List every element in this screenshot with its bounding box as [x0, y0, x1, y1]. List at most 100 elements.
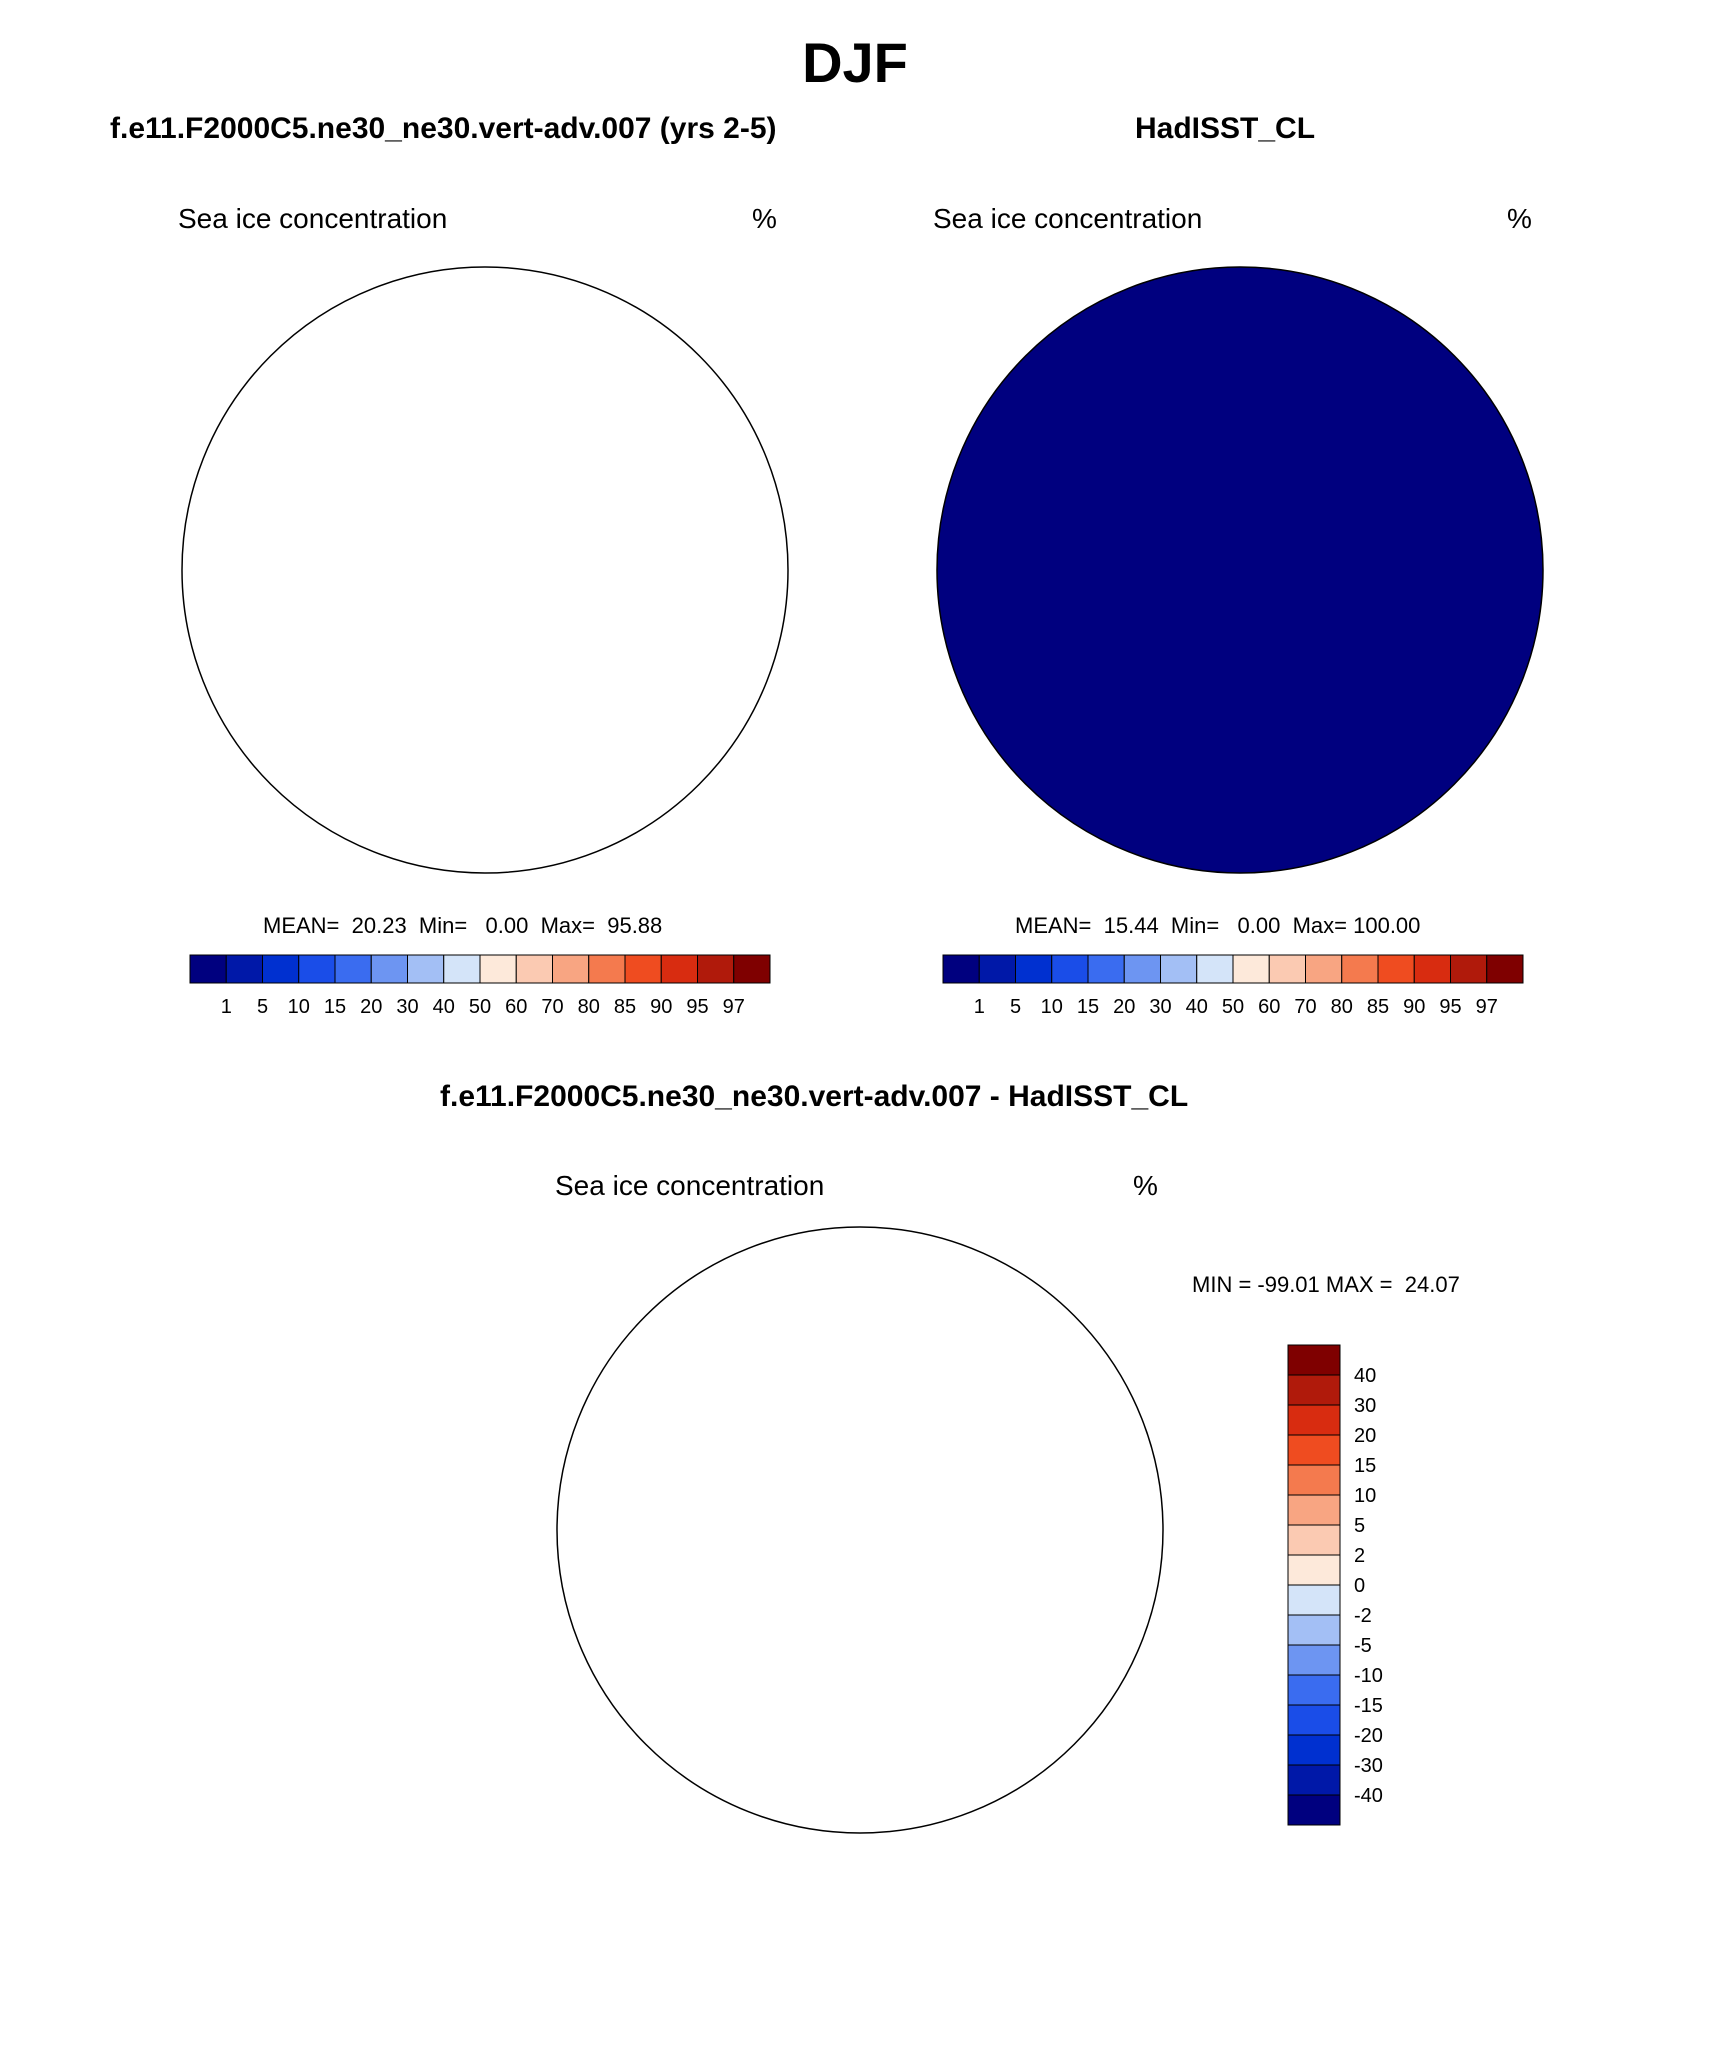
obs-colorbar-swatch — [1377, 954, 1415, 984]
model-colorbar-swatch — [624, 954, 662, 984]
diff-colorbar-tick-label: 10 — [1354, 1485, 1376, 1507]
model-colorbar-swatch — [479, 954, 517, 984]
diff-colorbar-swatch — [1287, 1374, 1341, 1406]
model-colorbar-tick-label: 15 — [324, 996, 346, 1018]
model-colorbar-tick-label: 20 — [360, 996, 382, 1018]
model-map-boundary — [181, 266, 789, 874]
model-colorbar-swatch — [515, 954, 553, 984]
obs-colorbar-tick-label: 10 — [1041, 996, 1063, 1018]
obs-colorbar-tick-label: 70 — [1294, 996, 1316, 1018]
obs-stats: MEAN= 15.44 Min= 0.00 Max= 100.00 — [1015, 913, 1421, 938]
diff-colorbar-tick-label: 20 — [1354, 1425, 1376, 1447]
obs-colorbar-swatch — [1196, 954, 1234, 984]
obs-colorbar-swatch — [1341, 954, 1379, 984]
model-colorbar-tick-label: 5 — [257, 996, 268, 1018]
obs-map-boundary — [936, 266, 1544, 874]
diff-case-title: f.e11.F2000C5.ne30_ne30.vert-adv.007 - H… — [440, 1080, 1189, 1113]
diff-colorbar-tick-label: -20 — [1354, 1725, 1383, 1747]
obs-case-title: HadISST_CL — [1135, 112, 1316, 145]
diff-colorbar-tick-label: 30 — [1354, 1395, 1376, 1417]
obs-colorbar-swatch — [1305, 954, 1343, 984]
obs-colorbar-swatch — [942, 954, 980, 984]
obs-colorbar-tick-label: 5 — [1010, 996, 1021, 1018]
obs-colorbar-tick-label: 60 — [1258, 996, 1280, 1018]
obs-colorbar-swatch — [1015, 954, 1053, 984]
obs-colorbar-tick-label: 40 — [1186, 996, 1208, 1018]
diff-colorbar-swatch — [1287, 1344, 1341, 1376]
model-case-title: f.e11.F2000C5.ne30_ne30.vert-adv.007 (yr… — [110, 112, 777, 145]
obs-units-label: % — [1507, 203, 1532, 234]
diff-stats: MIN = -99.01 MAX = 24.07 — [1192, 1272, 1460, 1297]
obs-colorbar-swatch — [1232, 954, 1270, 984]
diff-colorbar-tick-label: 15 — [1354, 1455, 1376, 1477]
diff-colorbar-tick-label: -2 — [1354, 1605, 1372, 1627]
obs-variable-label: Sea ice concentration — [933, 203, 1203, 234]
model-colorbar-tick-label: 50 — [469, 996, 491, 1018]
model-colorbar-swatch — [697, 954, 735, 984]
diff-colorbar-tick-label: -10 — [1354, 1665, 1383, 1687]
diff-colorbar-swatch — [1287, 1524, 1341, 1556]
model-colorbar-tick-label: 60 — [505, 996, 527, 1018]
model-colorbar-swatch — [262, 954, 300, 984]
diff-colorbar-swatch — [1287, 1614, 1341, 1646]
model-colorbar-swatch — [552, 954, 590, 984]
diff-colorbar-tick-label: -30 — [1354, 1755, 1383, 1777]
model-colorbar-tick-label: 40 — [433, 996, 455, 1018]
obs-colorbar-tick-label: 15 — [1077, 996, 1099, 1018]
diff-colorbar-tick-label: -15 — [1354, 1695, 1383, 1717]
diff-variable-label: Sea ice concentration — [555, 1170, 825, 1201]
obs-colorbar-tick-label: 97 — [1476, 996, 1498, 1018]
obs-colorbar-swatch — [1051, 954, 1089, 984]
diff-map-boundary — [556, 1226, 1164, 1834]
diff-colorbar-tick-label: 0 — [1354, 1575, 1365, 1597]
model-colorbar-tick-label: 10 — [288, 996, 310, 1018]
diff-colorbar-tick-label: 2 — [1354, 1545, 1365, 1567]
diff-colorbar-swatch — [1287, 1794, 1341, 1826]
diff-polar-map — [556, 1226, 1164, 1834]
model-colorbar-tick-label: 30 — [396, 996, 418, 1018]
diff-colorbar-swatch — [1287, 1404, 1341, 1436]
model-colorbar-swatch — [733, 954, 771, 984]
model-variable-label: Sea ice concentration — [178, 203, 448, 234]
model-colorbar-swatch — [660, 954, 698, 984]
obs-colorbar-swatch — [1413, 954, 1451, 984]
model-colorbar-swatch — [443, 954, 481, 984]
diff-colorbar-swatch — [1287, 1554, 1341, 1586]
diff-colorbar-swatch — [1287, 1464, 1341, 1496]
obs-colorbar-tick-label: 50 — [1222, 996, 1244, 1018]
figure-title: DJF — [802, 31, 908, 94]
obs-colorbar-swatch — [1450, 954, 1488, 984]
diff-colorbar-tick-label: -40 — [1354, 1785, 1383, 1807]
diff-colorbar-swatch — [1287, 1644, 1341, 1676]
model-colorbar-swatch — [298, 954, 336, 984]
model-colorbar-swatch — [334, 954, 372, 984]
model-colorbar-tick-label: 1 — [221, 996, 232, 1018]
model-stats: MEAN= 20.23 Min= 0.00 Max= 95.88 — [263, 913, 663, 938]
obs-polar-map — [936, 266, 1544, 874]
model-polar-map — [181, 266, 789, 874]
obs-colorbar-swatch — [978, 954, 1016, 984]
diff-colorbar-swatch — [1287, 1734, 1341, 1766]
diff-colorbar-swatch — [1287, 1674, 1341, 1706]
model-colorbar-tick-label: 97 — [723, 996, 745, 1018]
model-colorbar-tick-label: 95 — [686, 996, 708, 1018]
obs-colorbar-swatch — [1160, 954, 1198, 984]
model-colorbar: 1 5 10 15 20 30 40 50 60 70 80 85 90 95 97 — [189, 954, 771, 1018]
obs-colorbar-tick-label: 85 — [1367, 996, 1389, 1018]
model-colorbar-tick-label: 85 — [614, 996, 636, 1018]
obs-colorbar-tick-label: 30 — [1149, 996, 1171, 1018]
obs-colorbar-tick-label: 20 — [1113, 996, 1135, 1018]
obs-colorbar-swatch — [1268, 954, 1306, 984]
obs-colorbar-swatch — [1123, 954, 1161, 984]
obs-colorbar-tick-label: 90 — [1403, 996, 1425, 1018]
obs-colorbar-swatch — [1087, 954, 1125, 984]
obs-colorbar-tick-label: 1 — [974, 996, 985, 1018]
obs-colorbar-tick-label: 80 — [1331, 996, 1353, 1018]
diff-colorbar-swatch — [1287, 1434, 1341, 1466]
diff-colorbar-swatch — [1287, 1704, 1341, 1736]
model-colorbar-swatch — [407, 954, 445, 984]
obs-colorbar-tick-label: 95 — [1439, 996, 1461, 1018]
model-colorbar-swatch — [189, 954, 227, 984]
